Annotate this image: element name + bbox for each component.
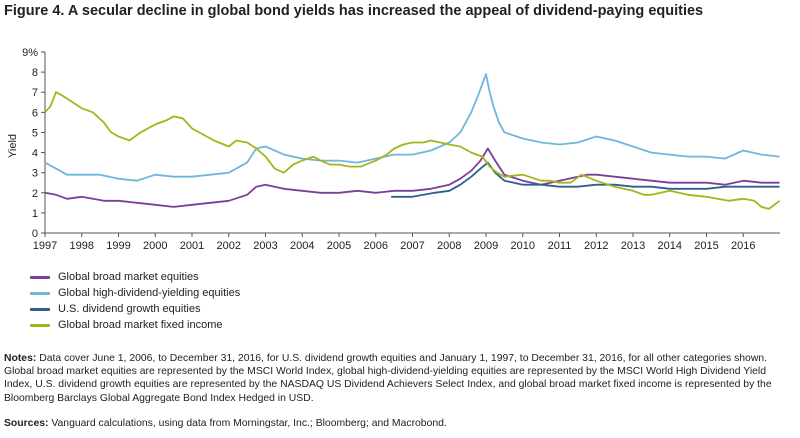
y-tick-label: 9% bbox=[22, 47, 38, 59]
x-tick-label: 2008 bbox=[437, 240, 461, 252]
x-tick-label: 2007 bbox=[400, 240, 424, 252]
legend-label: Global broad market fixed income bbox=[58, 319, 223, 331]
legend-swatch bbox=[30, 275, 50, 279]
figure-title: Figure 4. A secular decline in global bo… bbox=[4, 3, 704, 19]
x-tick-label: 2009 bbox=[474, 240, 498, 252]
y-tick-label: 0 bbox=[32, 228, 38, 240]
y-tick-label: 5 bbox=[32, 127, 38, 139]
x-tick-label: 2012 bbox=[584, 240, 608, 252]
line-chart: 0 1 2 3 4 5 6 7 8 9% 1997 1998 1999 2000 2001 2002 2003 2… bbox=[7, 47, 781, 252]
y-tick-label: 2 bbox=[32, 188, 38, 200]
y-tick-label: 8 bbox=[32, 67, 38, 79]
y-tick-label: 4 bbox=[32, 148, 38, 160]
x-tick-label: 2000 bbox=[143, 240, 167, 252]
sources: Sources: Vanguard calculations, using da… bbox=[4, 418, 447, 429]
x-tick-label: 2010 bbox=[511, 240, 535, 252]
legend-label: Global high-dividend-yielding equities bbox=[58, 287, 241, 299]
x-tick-label: 2002 bbox=[217, 240, 241, 252]
chart-legend: Global broad market equities Global high-… bbox=[30, 269, 240, 333]
x-tick-label: 1999 bbox=[106, 240, 130, 252]
legend-swatch bbox=[30, 323, 50, 327]
y-tick-label: 1 bbox=[32, 208, 38, 220]
series-line-2 bbox=[44, 73, 780, 182]
legend-label: U.S. dividend growth equities bbox=[58, 303, 201, 315]
x-tick-label: 2013 bbox=[621, 240, 645, 252]
x-tick-label: 2003 bbox=[253, 240, 277, 252]
notes-label: Notes: bbox=[4, 353, 37, 364]
legend-label: Global broad market equities bbox=[58, 271, 199, 283]
series-line-4 bbox=[44, 91, 781, 210]
x-tick-label: 2011 bbox=[548, 240, 572, 252]
notes-text: Data cover June 1, 2006, to December 31,… bbox=[4, 353, 772, 404]
sources-text: Vanguard calculations, using data from M… bbox=[51, 418, 447, 429]
sources-label: Sources: bbox=[4, 418, 49, 429]
y-tick-label: 3 bbox=[32, 168, 38, 180]
series-layer bbox=[44, 73, 781, 210]
y-tick-label: 7 bbox=[32, 87, 38, 99]
x-tick-label: 1998 bbox=[70, 240, 94, 252]
x-tick-label: 1997 bbox=[33, 240, 57, 252]
legend-item: U.S. dividend growth equities bbox=[30, 301, 240, 317]
x-tick-label: 2004 bbox=[290, 240, 314, 252]
x-tick-label: 2014 bbox=[658, 240, 682, 252]
x-tick-label: 2015 bbox=[694, 240, 718, 252]
legend-swatch bbox=[30, 307, 50, 311]
y-axis-label: Yield bbox=[7, 134, 19, 158]
notes: Notes: Data cover June 1, 2006, to Decem… bbox=[4, 352, 796, 405]
legend-swatch bbox=[30, 291, 50, 295]
x-tick-label: 2005 bbox=[327, 240, 351, 252]
x-tick-label: 2016 bbox=[731, 240, 755, 252]
x-tick-label: 2001 bbox=[180, 240, 204, 252]
y-tick-label: 6 bbox=[32, 107, 38, 119]
series-line-3 bbox=[391, 161, 780, 198]
chart-axes: 0 1 2 3 4 5 6 7 8 9% 1997 1998 1999 2000 2001 2002 2003 2… bbox=[22, 47, 780, 252]
x-tick-label: 2006 bbox=[364, 240, 388, 252]
legend-item: Global broad market fixed income bbox=[30, 317, 240, 333]
series-line-1 bbox=[44, 147, 780, 208]
legend-item: Global high-dividend-yielding equities bbox=[30, 285, 240, 301]
legend-item: Global broad market equities bbox=[30, 269, 240, 285]
